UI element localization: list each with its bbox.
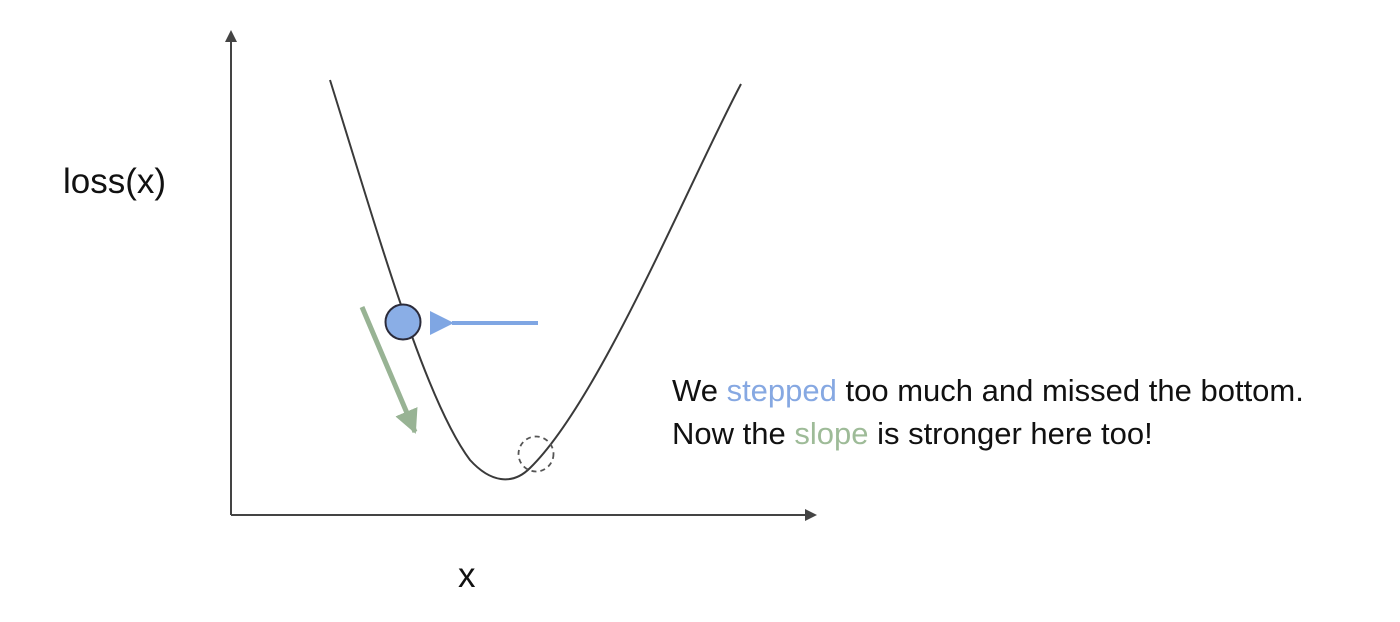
y-axis-label: loss(x) (63, 162, 167, 201)
previous-position-marker (517, 435, 555, 473)
caption-line-1: We stepped too much and missed the botto… (672, 373, 1304, 409)
x-axis-label: x (458, 556, 476, 595)
slope-highlight: slope (794, 416, 869, 451)
caption-line-2: Now the slope is stronger here too! (672, 416, 1153, 452)
caption-line-1-prefix: We (672, 373, 727, 408)
stepped-highlight: stepped (726, 373, 837, 408)
current-position-ball (384, 303, 422, 341)
loss-curve (329, 79, 742, 481)
caption-line-2-suffix: is stronger here too! (868, 416, 1153, 451)
caption-line-1-suffix: too much and missed the bottom. (836, 373, 1304, 408)
slope-arrow (359, 306, 418, 434)
caption-line-2-prefix: Now the (672, 416, 795, 451)
